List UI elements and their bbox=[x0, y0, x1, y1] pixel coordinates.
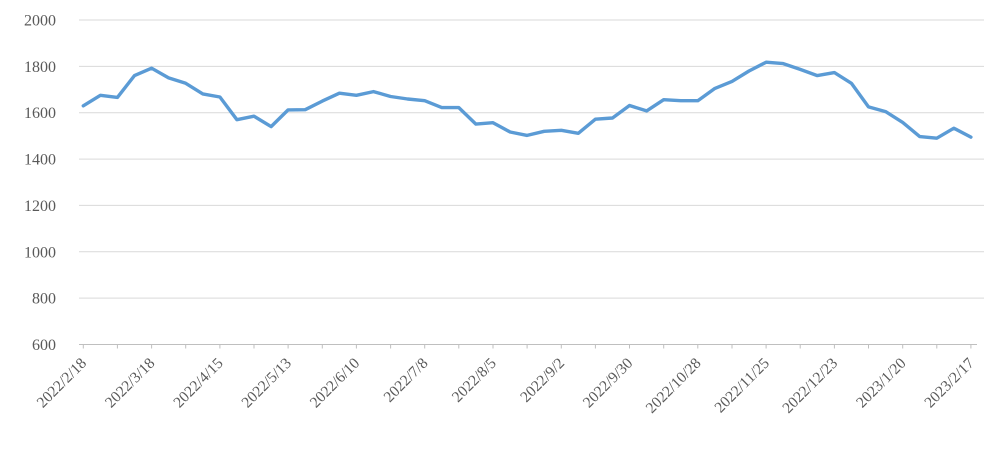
x-axis-label: 2022/2/18 bbox=[34, 355, 91, 412]
x-axis-label: 2022/10/28 bbox=[643, 355, 705, 417]
y-axis-label: 1600 bbox=[24, 105, 56, 122]
y-axis-label: 2000 bbox=[24, 13, 56, 30]
y-axis-label: 600 bbox=[32, 337, 56, 354]
y-axis-label: 1000 bbox=[24, 244, 56, 261]
x-axis-label: 2022/9/2 bbox=[517, 355, 568, 406]
y-axis-label: 1200 bbox=[24, 198, 56, 215]
x-axis-label: 2022/5/13 bbox=[238, 355, 295, 412]
x-axis-label: 2022/9/30 bbox=[580, 355, 637, 412]
x-axis-label: 2023/2/17 bbox=[921, 355, 978, 412]
data-series-line bbox=[81, 60, 973, 140]
y-axis-label: 800 bbox=[32, 291, 56, 308]
x-axis-label: 2022/3/18 bbox=[102, 355, 159, 412]
y-axis-label: 1400 bbox=[24, 152, 56, 169]
x-axis-label: 2022/4/15 bbox=[170, 355, 227, 412]
y-axis-label: 1800 bbox=[24, 59, 56, 76]
x-axis-label: 2022/6/10 bbox=[307, 355, 364, 412]
x-axis-label: 2022/11/25 bbox=[711, 355, 773, 417]
x-axis-label: 2022/8/5 bbox=[449, 355, 500, 406]
x-axis-label: 2023/1/20 bbox=[853, 355, 910, 412]
x-axis-label: 2022/12/23 bbox=[779, 355, 841, 417]
x-axis-label: 2022/7/8 bbox=[381, 355, 432, 406]
